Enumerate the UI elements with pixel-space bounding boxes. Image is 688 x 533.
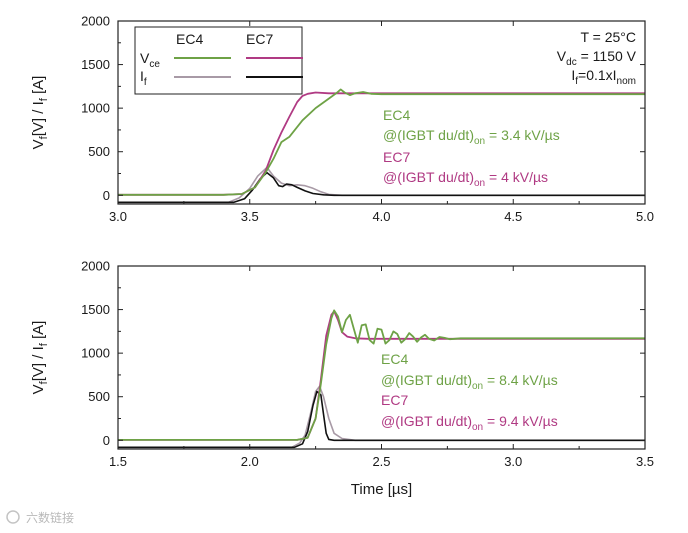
condition-vdc-main: V [557,48,567,64]
watermark: 六数链接 [6,510,74,525]
top-y-axis-label-part: [A] [30,76,47,99]
bottom-y-axis-label-part: f [38,342,50,346]
top-annotation-part: @(IGBT du/dt) [383,169,474,185]
legend-if-label: If [140,68,147,88]
bottom-x-tick-label: 2.0 [241,454,259,469]
bottom-annotation-part: @(IGBT du/dt) [381,372,472,388]
bottom-annotation-part: @(IGBT du/dt) [381,413,472,429]
legend-col-ec7: EC7 [246,31,273,47]
top-y-tick-label: 500 [88,144,110,159]
bottom-y-tick-label: 2000 [81,259,110,274]
watermark-text: 六数链接 [26,510,74,525]
legend-if-main: I [140,68,144,84]
bottom-x-axis-label: Time [µs] [351,481,412,498]
legend-col-ec4: EC4 [176,31,203,47]
condition-if: If=0.1xInom [571,67,636,87]
top-ec4-vce-line [118,88,645,196]
top-y-tick-label: 1500 [81,57,110,72]
top-annotation-part: on [474,136,485,147]
legend-vce-sub: ce [149,59,160,70]
bottom-y-axis-label-part: [V] / I [30,346,47,381]
condition-vdc: Vdc = 1150 V [557,48,637,68]
bottom-y-axis-label: Vf[V] / If [A] [30,321,50,395]
bottom-annotation-part: on [472,381,483,392]
legend: EC4 EC7 Vce If [134,26,303,95]
top-y-axis-label-part: f [38,135,50,139]
condition-if-mid: =0.1xI [578,67,617,83]
legend-vce-label: Vce [140,50,160,70]
legend-vce-main: V [140,50,150,66]
top-y-axis-label: Vf[V] / If [A] [30,76,50,150]
top-y-axis-label-part: f [38,97,50,101]
test-conditions: T = 25°C Vdc = 1150 V If=0.1xInom [557,29,637,87]
condition-if-main: I [571,67,575,83]
bottom-x-tick-label: 3.0 [504,454,522,469]
bottom-y-tick-label: 1500 [81,302,110,317]
bottom-annotation-part: = 8.4 kV/µs [483,372,558,388]
bottom-y-tick-label: 500 [88,389,110,404]
chart-bottom: 1.5 2.0 2.5 3.0 3.5 0 500 1000 1500 2000 Vf[V] / I… [30,259,654,499]
condition-if-sub2: nom [617,76,636,87]
top-annotation-part: @(IGBT du/dt) [383,127,474,143]
top-y-axis-label-part: V [30,139,47,149]
top-annotation-ec7-dudt: @(IGBT du/dt)on = 4 kV/µs [383,169,548,189]
bottom-y-axis-label-part: f [38,380,50,384]
condition-vdc-value: = 1150 V [577,48,637,64]
top-annotation-part: = 3.4 kV/µs [485,127,560,143]
bottom-y-axis-label-part: V [30,384,47,394]
bottom-annotation-part: on [472,422,483,433]
top-x-tick-label: 5.0 [636,209,654,224]
top-y-tick-label: 2000 [81,14,110,29]
top-y-tick-label: 1000 [81,101,110,116]
bottom-annotation-ec7-title: EC7 [381,392,408,408]
bottom-x-tick-label: 3.5 [636,454,654,469]
bottom-x-tick-label: 2.5 [372,454,390,469]
watermark-logo-icon [6,510,20,524]
top-annotation-ec4-title: EC4 [383,107,410,123]
top-x-tick-label: 4.0 [372,209,390,224]
bottom-x-tick-label: 1.5 [109,454,127,469]
bottom-y-axis-label-part: [A] [30,321,47,344]
bottom-annotation-part: = 9.4 kV/µs [483,413,558,429]
legend-if-sub: f [144,77,147,88]
bottom-annotation-ec4-dudt: @(IGBT du/dt)on = 8.4 kV/µs [381,372,558,392]
top-annotation-ec7-title: EC7 [383,149,410,165]
top-ec7-vce-line [118,91,645,196]
condition-if-sub: f [575,76,578,87]
top-ec7-if-line [118,171,645,204]
top-x-tick-label: 3.0 [109,209,127,224]
top-y-tick-label: 0 [103,188,110,203]
bottom-y-tick-label: 1000 [81,346,110,361]
top-annotation-ec4-dudt: @(IGBT du/dt)on = 3.4 kV/µs [383,127,560,147]
top-ec4-if-line [118,166,645,204]
legend-box [134,26,303,95]
bottom-annotation-ec7-dudt: @(IGBT du/dt)on = 9.4 kV/µs [381,413,558,433]
top-y-axis-label-part: [V] / I [30,101,47,136]
condition-vdc-sub: dc [566,57,577,68]
bottom-annotation-ec4-title: EC4 [381,351,408,367]
bottom-ec4-vce-line [118,309,645,441]
top-annotation-part: = 4 kV/µs [485,169,548,185]
top-annotation-part: on [474,178,485,189]
condition-temp: T = 25°C [580,29,636,45]
bottom-y-tick-label: 0 [103,433,110,448]
top-x-tick-label: 4.5 [504,209,522,224]
top-x-tick-label: 3.5 [241,209,259,224]
